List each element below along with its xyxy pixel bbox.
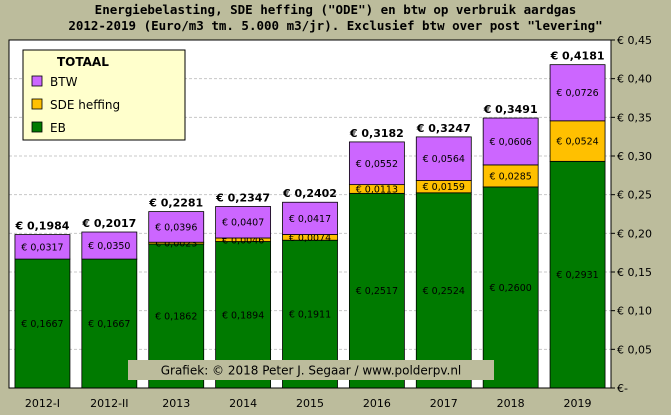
bar-segment-eb xyxy=(549,160,606,389)
data-label-sde-heffing: € 0,0046 xyxy=(222,235,264,246)
bar-segment-btw xyxy=(148,211,205,243)
legend-swatch xyxy=(31,98,43,110)
plot-frame xyxy=(8,39,612,389)
y-tick-label: € 0,45 xyxy=(617,34,652,47)
bar-segment-btw xyxy=(415,136,472,181)
data-label-btw: € 0,0726 xyxy=(556,88,598,99)
y-tick-label: €- xyxy=(617,382,628,395)
y-tick-label: € 0,10 xyxy=(617,305,652,318)
data-label-btw: € 0,0350 xyxy=(88,241,130,252)
y-tick-label: € 0,30 xyxy=(617,150,652,163)
y-tick-label: € 0,25 xyxy=(617,189,652,202)
bar-segment-eb xyxy=(348,192,405,389)
data-label-eb: € 0,2931 xyxy=(556,270,598,281)
data-label-sde-heffing: € 0,0524 xyxy=(556,137,598,148)
bar-segment-sde-heffing xyxy=(549,120,606,162)
bar-segment-eb xyxy=(482,186,539,389)
legend-label: BTW xyxy=(50,75,78,89)
bar-segment-btw xyxy=(81,231,138,260)
data-label-sde-heffing: € 0,0113 xyxy=(356,184,398,195)
bar-segment-btw xyxy=(549,64,606,122)
data-label-btw: € 0,0552 xyxy=(356,159,398,170)
legend-label: SDE heffing xyxy=(50,98,120,112)
data-label-sde-heffing: € 0,0074 xyxy=(289,233,331,244)
y-tick-label: € 0,20 xyxy=(617,227,652,240)
bar-segment-eb xyxy=(415,192,472,389)
data-label-eb: € 0,1862 xyxy=(155,312,197,323)
bar-segment-btw xyxy=(282,201,338,235)
data-label-btw: € 0,0317 xyxy=(21,242,63,253)
total-label: € 0,2402 xyxy=(282,187,337,200)
bar-segment-btw xyxy=(14,234,71,260)
data-label-eb: € 0,2600 xyxy=(490,283,532,294)
bar-segment-btw xyxy=(482,117,539,166)
legend-swatch xyxy=(31,121,43,133)
y-tick-label: € 0,35 xyxy=(617,111,652,124)
x-tick-label: 2014 xyxy=(229,397,257,410)
legend-swatch xyxy=(31,75,43,87)
data-label-eb: € 0,1667 xyxy=(88,319,130,330)
data-label-btw: € 0,0417 xyxy=(289,214,331,225)
chart-title-line-2: 2012-2019 (Euro/m3 tm. 5.000 m3/jr). Exc… xyxy=(68,18,603,33)
x-tick-label: 2013 xyxy=(162,397,190,410)
data-label-sde-heffing: € 0,0285 xyxy=(490,171,532,182)
x-tick-label: 2017 xyxy=(430,397,458,410)
legend-box xyxy=(22,49,186,141)
x-tick-label: 2016 xyxy=(363,397,391,410)
data-label-eb: € 0,1667 xyxy=(21,319,63,330)
total-label: € 0,2017 xyxy=(81,217,136,230)
bar-segment-btw xyxy=(348,141,405,186)
chart-title-line-1: Energiebelasting, SDE heffing ("ODE") en… xyxy=(94,2,577,17)
x-tick-label: 2018 xyxy=(497,397,525,410)
credit-background xyxy=(128,360,494,380)
data-label-btw: € 0,0606 xyxy=(490,137,532,148)
total-label: € 0,3182 xyxy=(349,127,404,140)
data-label-eb: € 0,2524 xyxy=(423,286,465,297)
legend-title: TOTAAL xyxy=(57,55,109,69)
data-label-eb: € 0,1894 xyxy=(222,310,264,321)
y-tick-label: € 0,05 xyxy=(617,343,652,356)
bar-segment-btw xyxy=(215,206,272,239)
data-label-eb: € 0,2517 xyxy=(356,286,398,297)
total-label: € 0,1984 xyxy=(14,220,69,233)
y-tick-label: € 0,15 xyxy=(617,266,652,279)
x-tick-label: 2015 xyxy=(296,397,324,410)
data-label-sde-heffing: € 0,0159 xyxy=(423,182,465,193)
total-label: € 0,4181 xyxy=(550,50,605,63)
total-label: € 0,3491 xyxy=(483,103,538,116)
total-label: € 0,2281 xyxy=(148,197,203,210)
x-tick-label: 2012-II xyxy=(90,397,128,410)
data-label-btw: € 0,0564 xyxy=(423,154,465,165)
x-tick-label: 2019 xyxy=(564,397,592,410)
credit-text: Grafiek: © 2018 Peter J. Segaar / www.po… xyxy=(161,364,462,378)
legend-label: EB xyxy=(50,121,66,135)
total-label: € 0,3247 xyxy=(416,122,471,135)
x-tick-label: 2012-I xyxy=(25,397,60,410)
y-tick-label: € 0,40 xyxy=(617,73,652,86)
data-label-btw: € 0,0407 xyxy=(222,218,264,229)
total-label: € 0,2347 xyxy=(215,191,270,204)
data-label-eb: € 0,1911 xyxy=(289,310,331,321)
data-label-btw: € 0,0396 xyxy=(155,222,197,233)
data-label-sde-heffing: € 0,0023 xyxy=(155,239,197,250)
